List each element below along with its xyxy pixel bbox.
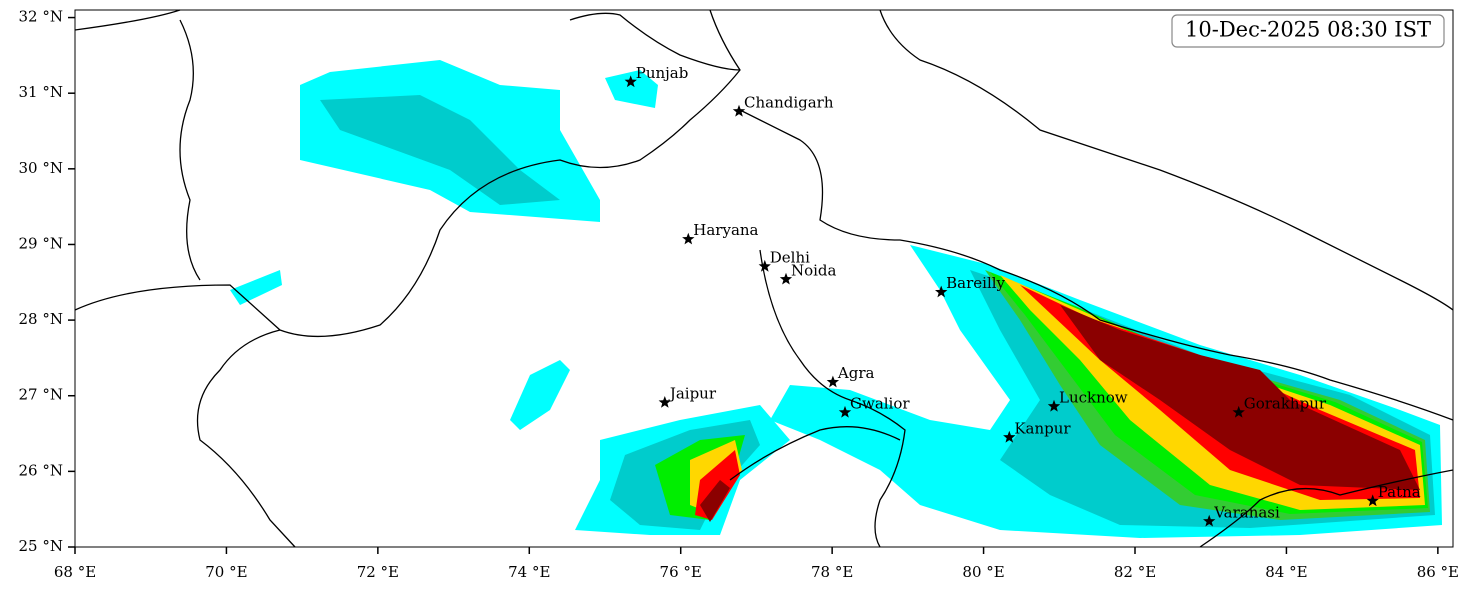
boundary <box>759 249 906 548</box>
boundary <box>569 12 741 71</box>
boundary <box>879 9 1454 311</box>
y-tick-label: 31 °N <box>19 83 63 101</box>
city-marker <box>826 375 840 388</box>
map-frame <box>74 9 1454 548</box>
y-tick-label: 29 °N <box>19 234 63 252</box>
x-tick-label: 80 °E <box>962 563 1004 581</box>
y-tick-label: 26 °N <box>19 461 63 479</box>
city-marker <box>658 396 671 408</box>
city-marker <box>624 75 637 88</box>
rain-area <box>605 70 658 108</box>
boundary <box>739 109 1454 421</box>
city-marker <box>1203 514 1216 527</box>
boundary <box>196 329 296 548</box>
city-label: Lucknow <box>1059 388 1128 406</box>
y-tick-label: 28 °N <box>19 310 63 328</box>
x-tick-label: 74 °E <box>508 563 550 581</box>
city-marker <box>1232 405 1245 418</box>
rain-area <box>700 480 730 522</box>
rain-area <box>1060 305 1420 490</box>
x-tick-label: 72 °E <box>357 563 399 581</box>
city-marker <box>1047 399 1061 412</box>
city-marker <box>1366 494 1379 507</box>
title-box <box>1171 14 1445 48</box>
city-label: Chandigarh <box>744 93 834 111</box>
x-tick-label: 82 °E <box>1114 563 1156 581</box>
city-label: Noida <box>791 261 837 279</box>
boundaries <box>74 9 1454 548</box>
boundary <box>74 9 201 281</box>
city-label: Varanasi <box>1213 503 1280 521</box>
map-title: 10-Dec-2025 08:30 IST <box>1185 18 1431 42</box>
rain-area <box>230 270 282 305</box>
x-tick-label: 86 °E <box>1417 563 1459 581</box>
rain-area <box>510 360 570 430</box>
x-tick-label: 68 °E <box>54 563 96 581</box>
rainfall-shading <box>230 60 1442 538</box>
city-marker <box>732 104 746 117</box>
city-marker <box>758 259 771 272</box>
city-label: Patna <box>1378 483 1421 501</box>
city-label: Delhi <box>770 248 810 266</box>
city-label: Bareilly <box>946 274 1005 292</box>
city-label: Gorakhpur <box>1244 394 1327 412</box>
city-label: Punjab <box>636 64 689 82</box>
boundary <box>729 426 1454 548</box>
city-label: Jaipur <box>668 385 717 403</box>
city-label: Haryana <box>693 221 758 239</box>
x-tick-label: 78 °E <box>811 563 853 581</box>
boundary <box>74 9 741 338</box>
y-tick-label: 32 °N <box>19 8 63 26</box>
x-tick-label: 70 °E <box>205 563 247 581</box>
city-label: Agra <box>837 364 875 382</box>
city-marker <box>682 232 695 245</box>
y-tick-label: 27 °N <box>19 386 63 404</box>
city-marker <box>1003 430 1016 443</box>
city-label: Gwalior <box>850 394 910 412</box>
x-tick-label: 84 °E <box>1265 563 1307 581</box>
city-label: Kanpur <box>1014 419 1071 437</box>
city-marker <box>779 272 793 285</box>
y-tick-label: 30 °N <box>19 159 63 177</box>
x-tick-label: 76 °E <box>660 563 702 581</box>
city-marker <box>935 285 948 298</box>
axes: 68 °E 70 °E 72 °E 74 °E 76 °E 78 °E 80 °E 82 °E… <box>19 8 1459 581</box>
y-tick-label: 25 °N <box>19 537 63 555</box>
city-marker <box>838 405 852 418</box>
